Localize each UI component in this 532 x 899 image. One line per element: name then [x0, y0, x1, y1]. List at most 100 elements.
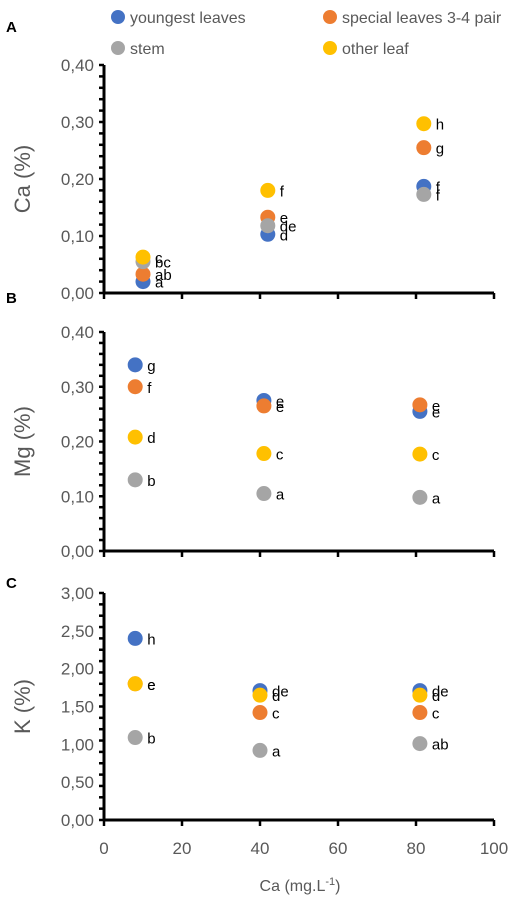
data-point [252, 742, 268, 758]
x-axis-title: Ca (mg.L-1) [260, 876, 341, 895]
x-tick-label: 60 [329, 839, 348, 858]
point-label: a [276, 487, 285, 504]
point-label: a [272, 743, 281, 760]
legend-label: stem [130, 41, 165, 58]
y-tick-label: 0,10 [61, 487, 94, 506]
data-point [252, 687, 268, 703]
x-axis-title-end: ) [335, 878, 340, 895]
legend-entry: special leaves 3-4 pair [323, 10, 502, 27]
data-point [412, 489, 428, 505]
data-point [135, 266, 151, 282]
x-tick-label: 40 [251, 839, 270, 858]
panel-letter: A [6, 19, 17, 36]
point-label: f [436, 187, 441, 204]
data-point [256, 446, 272, 462]
legend-marker [111, 10, 125, 24]
data-point [252, 705, 268, 721]
point-label: de [280, 219, 297, 236]
y-tick-label: 0,40 [61, 56, 94, 75]
point-label: f [147, 380, 152, 397]
data-point [416, 140, 432, 156]
y-tick-label: 1,00 [61, 735, 94, 754]
x-axis-title-sup: -1 [325, 876, 335, 888]
point-label: a [432, 490, 441, 507]
point-label: e [147, 677, 155, 694]
data-point [416, 116, 432, 132]
x-tick-label: 100 [480, 839, 508, 858]
legend-marker [323, 41, 337, 55]
x-tick-label: 80 [407, 839, 426, 858]
data-point [127, 379, 143, 395]
y-tick-label: 0,50 [61, 773, 94, 792]
point-label: ab [155, 267, 172, 284]
panel-letter: B [6, 290, 17, 307]
series-other-leaf: ed d [127, 676, 440, 705]
y-tick-label: 1,50 [61, 698, 94, 717]
legend-marker [111, 41, 125, 55]
legend-label: other leaf [342, 41, 409, 58]
data-point [260, 182, 276, 198]
point-label: d [147, 430, 155, 447]
point-label: d [280, 227, 288, 244]
point-label: c [155, 250, 163, 267]
point-label: e [280, 210, 288, 227]
series-special-leaves-3-4-pair: fe e [127, 379, 440, 416]
y-tick-label: 0,10 [61, 227, 94, 246]
point-label: h [436, 117, 444, 134]
point-label: g [436, 141, 444, 158]
y-tick-label: 0,30 [61, 113, 94, 132]
point-label: e [276, 393, 284, 410]
y-tick-label: 0,40 [61, 323, 94, 342]
series-youngest-leaves: h de de [127, 630, 449, 701]
point-label: f [280, 183, 285, 200]
point-label: f [436, 179, 441, 196]
legend-entry: other leaf [323, 41, 409, 58]
point-label: e [432, 404, 440, 421]
data-point [127, 357, 143, 373]
data-point [412, 705, 428, 721]
y-axis-title: Ca (%) [10, 145, 35, 213]
data-point [412, 687, 428, 703]
series-other-leaf: c f h [135, 116, 444, 267]
x-tick-label: 20 [173, 839, 192, 858]
y-tick-label: 2,00 [61, 660, 94, 679]
point-label: e [276, 399, 284, 416]
y-axis-title: Mg (%) [10, 406, 35, 477]
panel-letter: C [6, 575, 17, 592]
y-tick-label: 0,00 [61, 542, 94, 561]
point-label: c [432, 706, 440, 723]
point-label: de [272, 684, 289, 701]
point-label: e [432, 398, 440, 415]
y-tick-label: 2,50 [61, 622, 94, 641]
series-other-leaf: d c c [127, 429, 440, 464]
legend: youngest leaves special leaves 3-4 pair st… [111, 10, 502, 58]
point-label: b [147, 731, 155, 748]
legend-entry: youngest leaves [111, 10, 246, 27]
data-point [135, 249, 151, 265]
data-point [260, 218, 276, 234]
series-special-leaves-3-4-pair: ab e g [135, 140, 444, 284]
y-tick-label: 3,00 [61, 584, 94, 603]
point-label: h [147, 631, 155, 648]
y-tick-label: 0,30 [61, 378, 94, 397]
y-tick-label: 0,00 [61, 811, 94, 830]
point-label: de [432, 684, 449, 701]
data-point [412, 397, 428, 413]
legend-label: youngest leaves [130, 10, 246, 27]
panel-c: C 0,00 0,50 1,00 1,50 2,00 2,50 3,00 0 20 40 60 80 10… [6, 575, 508, 895]
point-label: c [276, 447, 284, 464]
data-point [412, 446, 428, 462]
legend-label: special leaves 3-4 pair [342, 10, 502, 27]
series-stem: b a ab [127, 730, 449, 760]
point-label: bc [155, 255, 171, 272]
data-point [256, 486, 272, 502]
data-point [127, 429, 143, 445]
point-label: c [272, 706, 280, 723]
data-point [416, 186, 432, 202]
point-label: b [147, 473, 155, 490]
legend-entry: stem [111, 41, 165, 58]
